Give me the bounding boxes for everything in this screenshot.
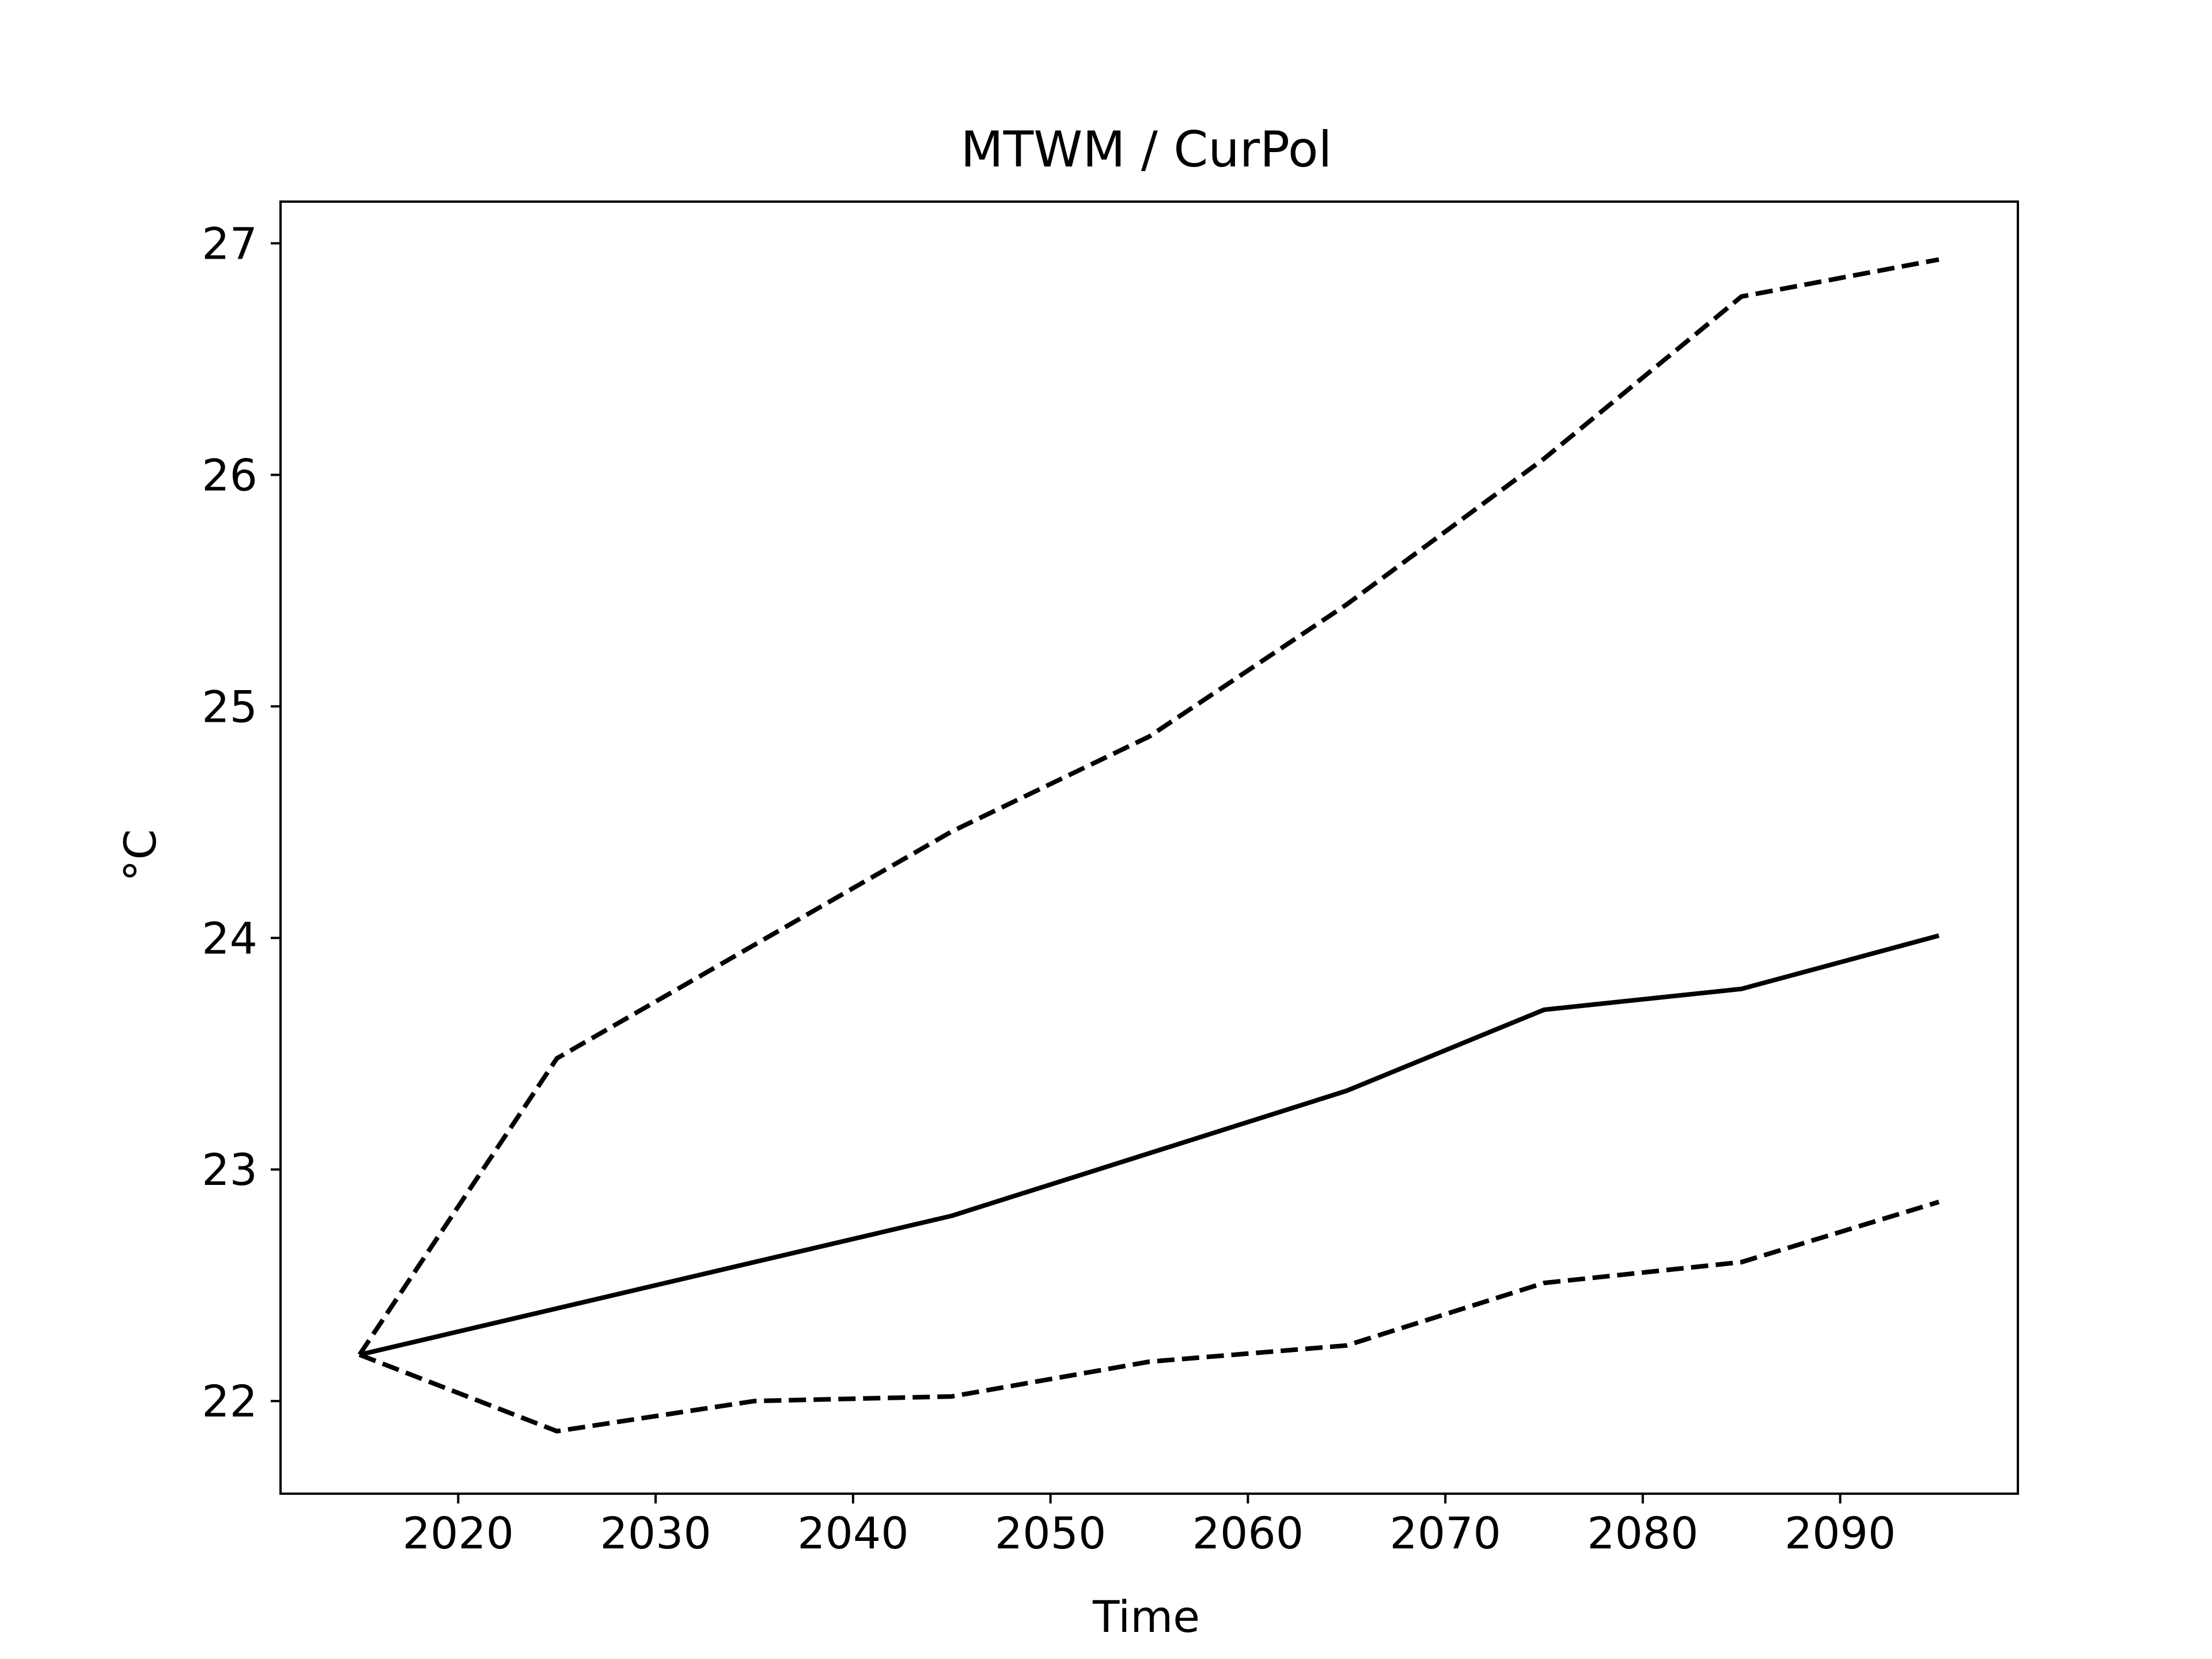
series-line-3-dashed [358, 1199, 1940, 1434]
y-axis-label: °C [115, 829, 166, 881]
y-tick-label: 26 [202, 449, 257, 501]
x-tick-label: 2090 [1785, 1508, 1896, 1559]
y-tick-label: 27 [202, 218, 257, 269]
series-line-1-dashed [357, 257, 1940, 1357]
y-tick-label: 24 [202, 912, 257, 964]
x-tick-label: 2080 [1587, 1508, 1698, 1559]
x-tick-label: 2040 [797, 1508, 908, 1559]
x-tick-label: 2030 [600, 1508, 711, 1559]
x-axis-label: Time [1092, 1591, 1200, 1642]
plot-area [279, 200, 2019, 1495]
x-tick-label: 2020 [403, 1508, 514, 1559]
series-line-2-solid [359, 933, 1940, 1357]
x-tick-label: 2070 [1389, 1508, 1501, 1559]
chart-title: MTWM / CurPol [961, 121, 1332, 179]
y-tick-label: 25 [202, 681, 257, 732]
y-tick-label: 22 [202, 1376, 257, 1427]
x-tick-label: 2060 [1192, 1508, 1304, 1559]
x-tick-label: 2050 [995, 1508, 1106, 1559]
y-axis: 22 23 24 25 26 27 [202, 218, 281, 1427]
y-tick-label: 23 [202, 1144, 257, 1195]
plot-frame [279, 200, 2019, 1495]
x-axis: 2020 2030 2040 2050 2060 2070 2080 2090 [403, 1494, 1896, 1559]
